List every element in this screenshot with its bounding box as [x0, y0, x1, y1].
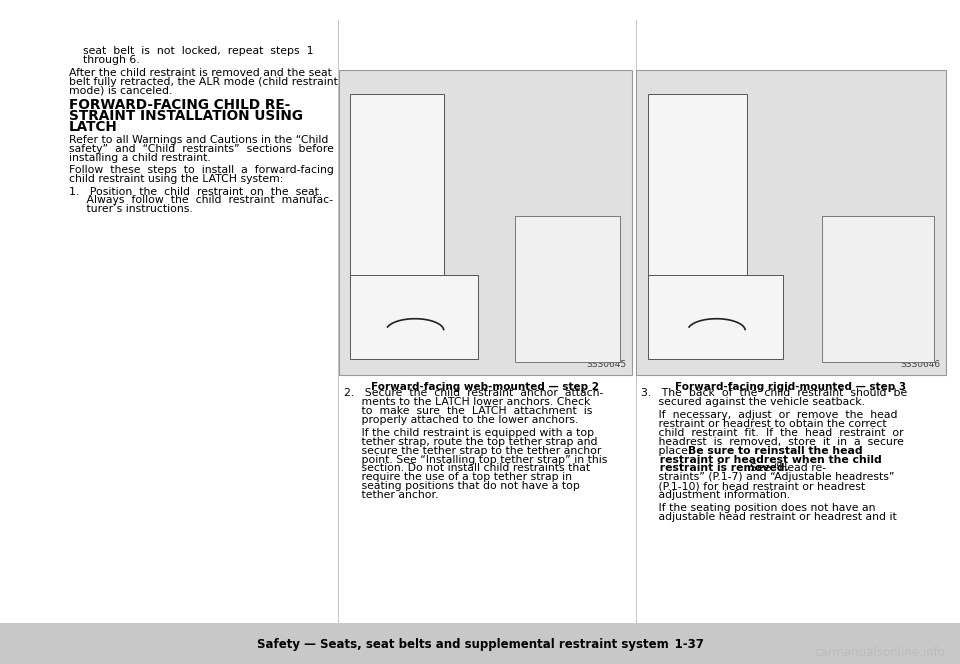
Text: restraint or headrest when the child: restraint or headrest when the child — [641, 455, 882, 465]
Text: require the use of a top tether strap in: require the use of a top tether strap in — [344, 473, 572, 483]
Text: 1.   Position  the  child  restraint  on  the  seat.: 1. Position the child restraint on the s… — [69, 187, 323, 197]
Text: Refer to all Warnings and Cautions in the “Child: Refer to all Warnings and Cautions in th… — [69, 135, 328, 145]
Text: mode) is canceled.: mode) is canceled. — [69, 86, 173, 96]
Text: through 6.: through 6. — [69, 55, 140, 66]
Text: restraint is removed.: restraint is removed. — [641, 463, 789, 473]
Bar — [636, 70, 946, 375]
Text: child restraint using the LATCH system:: child restraint using the LATCH system: — [69, 174, 283, 184]
Text: installing a child restraint.: installing a child restraint. — [69, 153, 211, 163]
Text: straints” (P.1-7) and “Adjustable headrests”: straints” (P.1-7) and “Adjustable headre… — [641, 473, 895, 483]
Text: adjustment information.: adjustment information. — [641, 491, 790, 501]
Text: If the child restraint is equipped with a top: If the child restraint is equipped with … — [344, 428, 594, 438]
Text: headrest  is  removed,  store  it  in  a  secure: headrest is removed, store it in a secur… — [641, 437, 904, 447]
Text: If  necessary,  adjust  or  remove  the  head: If necessary, adjust or remove the head — [641, 410, 898, 420]
Bar — [648, 275, 783, 359]
Text: to  make  sure  the  LATCH  attachment  is: to make sure the LATCH attachment is — [344, 406, 592, 416]
Text: belt fully retracted, the ALR mode (child restraint: belt fully retracted, the ALR mode (chil… — [69, 76, 338, 87]
Text: FORWARD-FACING CHILD RE-: FORWARD-FACING CHILD RE- — [69, 98, 290, 112]
Text: Forward-facing rigid-mounted — step 3: Forward-facing rigid-mounted — step 3 — [676, 382, 906, 392]
Text: carmanualsonline.info: carmanualsonline.info — [815, 645, 946, 659]
Bar — [350, 275, 478, 359]
Text: STRAINT INSTALLATION USING: STRAINT INSTALLATION USING — [69, 109, 303, 124]
Text: If the seating position does not have an: If the seating position does not have an — [641, 503, 876, 513]
Text: secure the tether strap to the tether anchor: secure the tether strap to the tether an… — [344, 446, 601, 456]
Text: section. Do not install child restraints that: section. Do not install child restraints… — [344, 463, 589, 473]
Text: 2.   Secure  the  child  restraint  anchor  attach-: 2. Secure the child restraint anchor att… — [344, 388, 603, 398]
Text: LATCH: LATCH — [69, 120, 118, 135]
Text: SSS0646: SSS0646 — [900, 359, 941, 369]
Text: tether anchor.: tether anchor. — [344, 491, 438, 501]
Text: place.: place. — [641, 446, 695, 456]
Text: SSS0645: SSS0645 — [587, 359, 627, 369]
Bar — [0, 623, 960, 664]
Bar — [515, 216, 620, 362]
Text: Safety — Seats, seat belts and supplemental restraint system 1-37: Safety — Seats, seat belts and supplemen… — [256, 637, 704, 651]
Text: Forward-facing web-mounted — step 2: Forward-facing web-mounted — step 2 — [372, 382, 599, 392]
Text: seating positions that do not have a top: seating positions that do not have a top — [344, 481, 580, 491]
Text: Follow  these  steps  to  install  a  forward-facing: Follow these steps to install a forward-… — [69, 165, 334, 175]
Text: adjustable head restraint or headrest and it: adjustable head restraint or headrest an… — [641, 512, 897, 522]
Text: properly attached to the lower anchors.: properly attached to the lower anchors. — [344, 416, 578, 426]
Bar — [350, 94, 444, 289]
Text: restraint or headrest to obtain the correct: restraint or headrest to obtain the corr… — [641, 419, 887, 429]
Text: See “Head re-: See “Head re- — [742, 463, 826, 473]
Text: point. See “Installing top tether strap” in this: point. See “Installing top tether strap”… — [344, 455, 607, 465]
Text: secured against the vehicle seatback.: secured against the vehicle seatback. — [641, 397, 865, 408]
Text: After the child restraint is removed and the seat: After the child restraint is removed and… — [69, 68, 332, 78]
Text: child  restraint  fit.  If  the  head  restraint  or: child restraint fit. If the head restrai… — [641, 428, 904, 438]
Text: Always  follow  the  child  restraint  manufac-: Always follow the child restraint manufa… — [69, 195, 333, 205]
Text: turer’s instructions.: turer’s instructions. — [69, 205, 193, 214]
Text: tether strap, route the top tether strap and: tether strap, route the top tether strap… — [344, 437, 597, 447]
Text: ments to the LATCH lower anchors. Check: ments to the LATCH lower anchors. Check — [344, 397, 590, 408]
Text: 3.   The  back  of  the  child  restraint  should  be: 3. The back of the child restraint shoul… — [641, 388, 907, 398]
Bar — [822, 216, 934, 362]
Bar — [648, 94, 747, 289]
Bar — [339, 70, 632, 375]
Text: Be sure to reinstall the head: Be sure to reinstall the head — [688, 446, 863, 456]
Text: (P.1-10) for head restraint or headrest: (P.1-10) for head restraint or headrest — [641, 481, 865, 491]
Text: safety”  and  “Child  restraints”  sections  before: safety” and “Child restraints” sections … — [69, 144, 334, 154]
Text: seat  belt  is  not  locked,  repeat  steps  1: seat belt is not locked, repeat steps 1 — [69, 46, 314, 56]
